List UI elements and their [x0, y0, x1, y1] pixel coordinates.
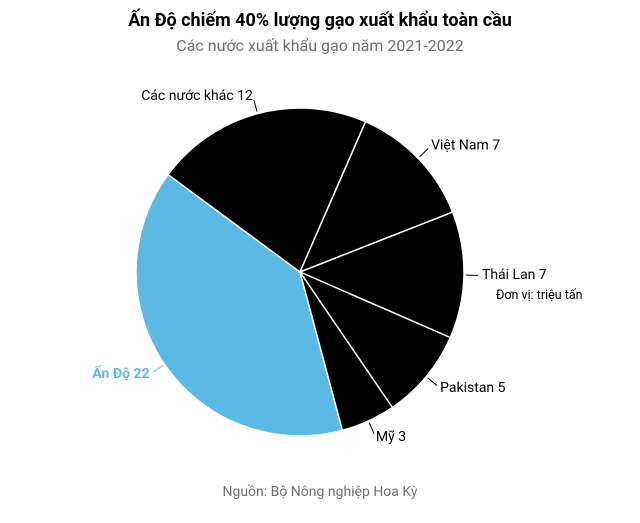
pie-chart: Ấn Độ 22 Các nước khác 12 Việt Nam 7 Thái L…	[0, 0, 640, 523]
slice-label: Mỹ 3	[376, 429, 406, 445]
leader-line	[369, 423, 374, 434]
chart-container: { "chart": { "type": "pie", "width": 640…	[0, 0, 640, 523]
slice-label: Việt Nam 7	[431, 137, 500, 153]
slice-label: Thái Lan 7	[482, 267, 547, 283]
leader-line	[420, 149, 429, 157]
leader-line	[254, 100, 257, 112]
chart-source: Nguồn: Bộ Nông nghiệp Hoa Kỳ	[0, 484, 640, 500]
unit-note: Đơn vị: triệu tấn	[496, 288, 583, 303]
slice-label: Các nước khác 12	[141, 88, 253, 104]
leader-line	[428, 378, 437, 386]
slice-label: Ấn Độ 22	[92, 363, 149, 382]
slice-label: Pakistan 5	[440, 380, 505, 396]
leader-line	[153, 366, 163, 373]
